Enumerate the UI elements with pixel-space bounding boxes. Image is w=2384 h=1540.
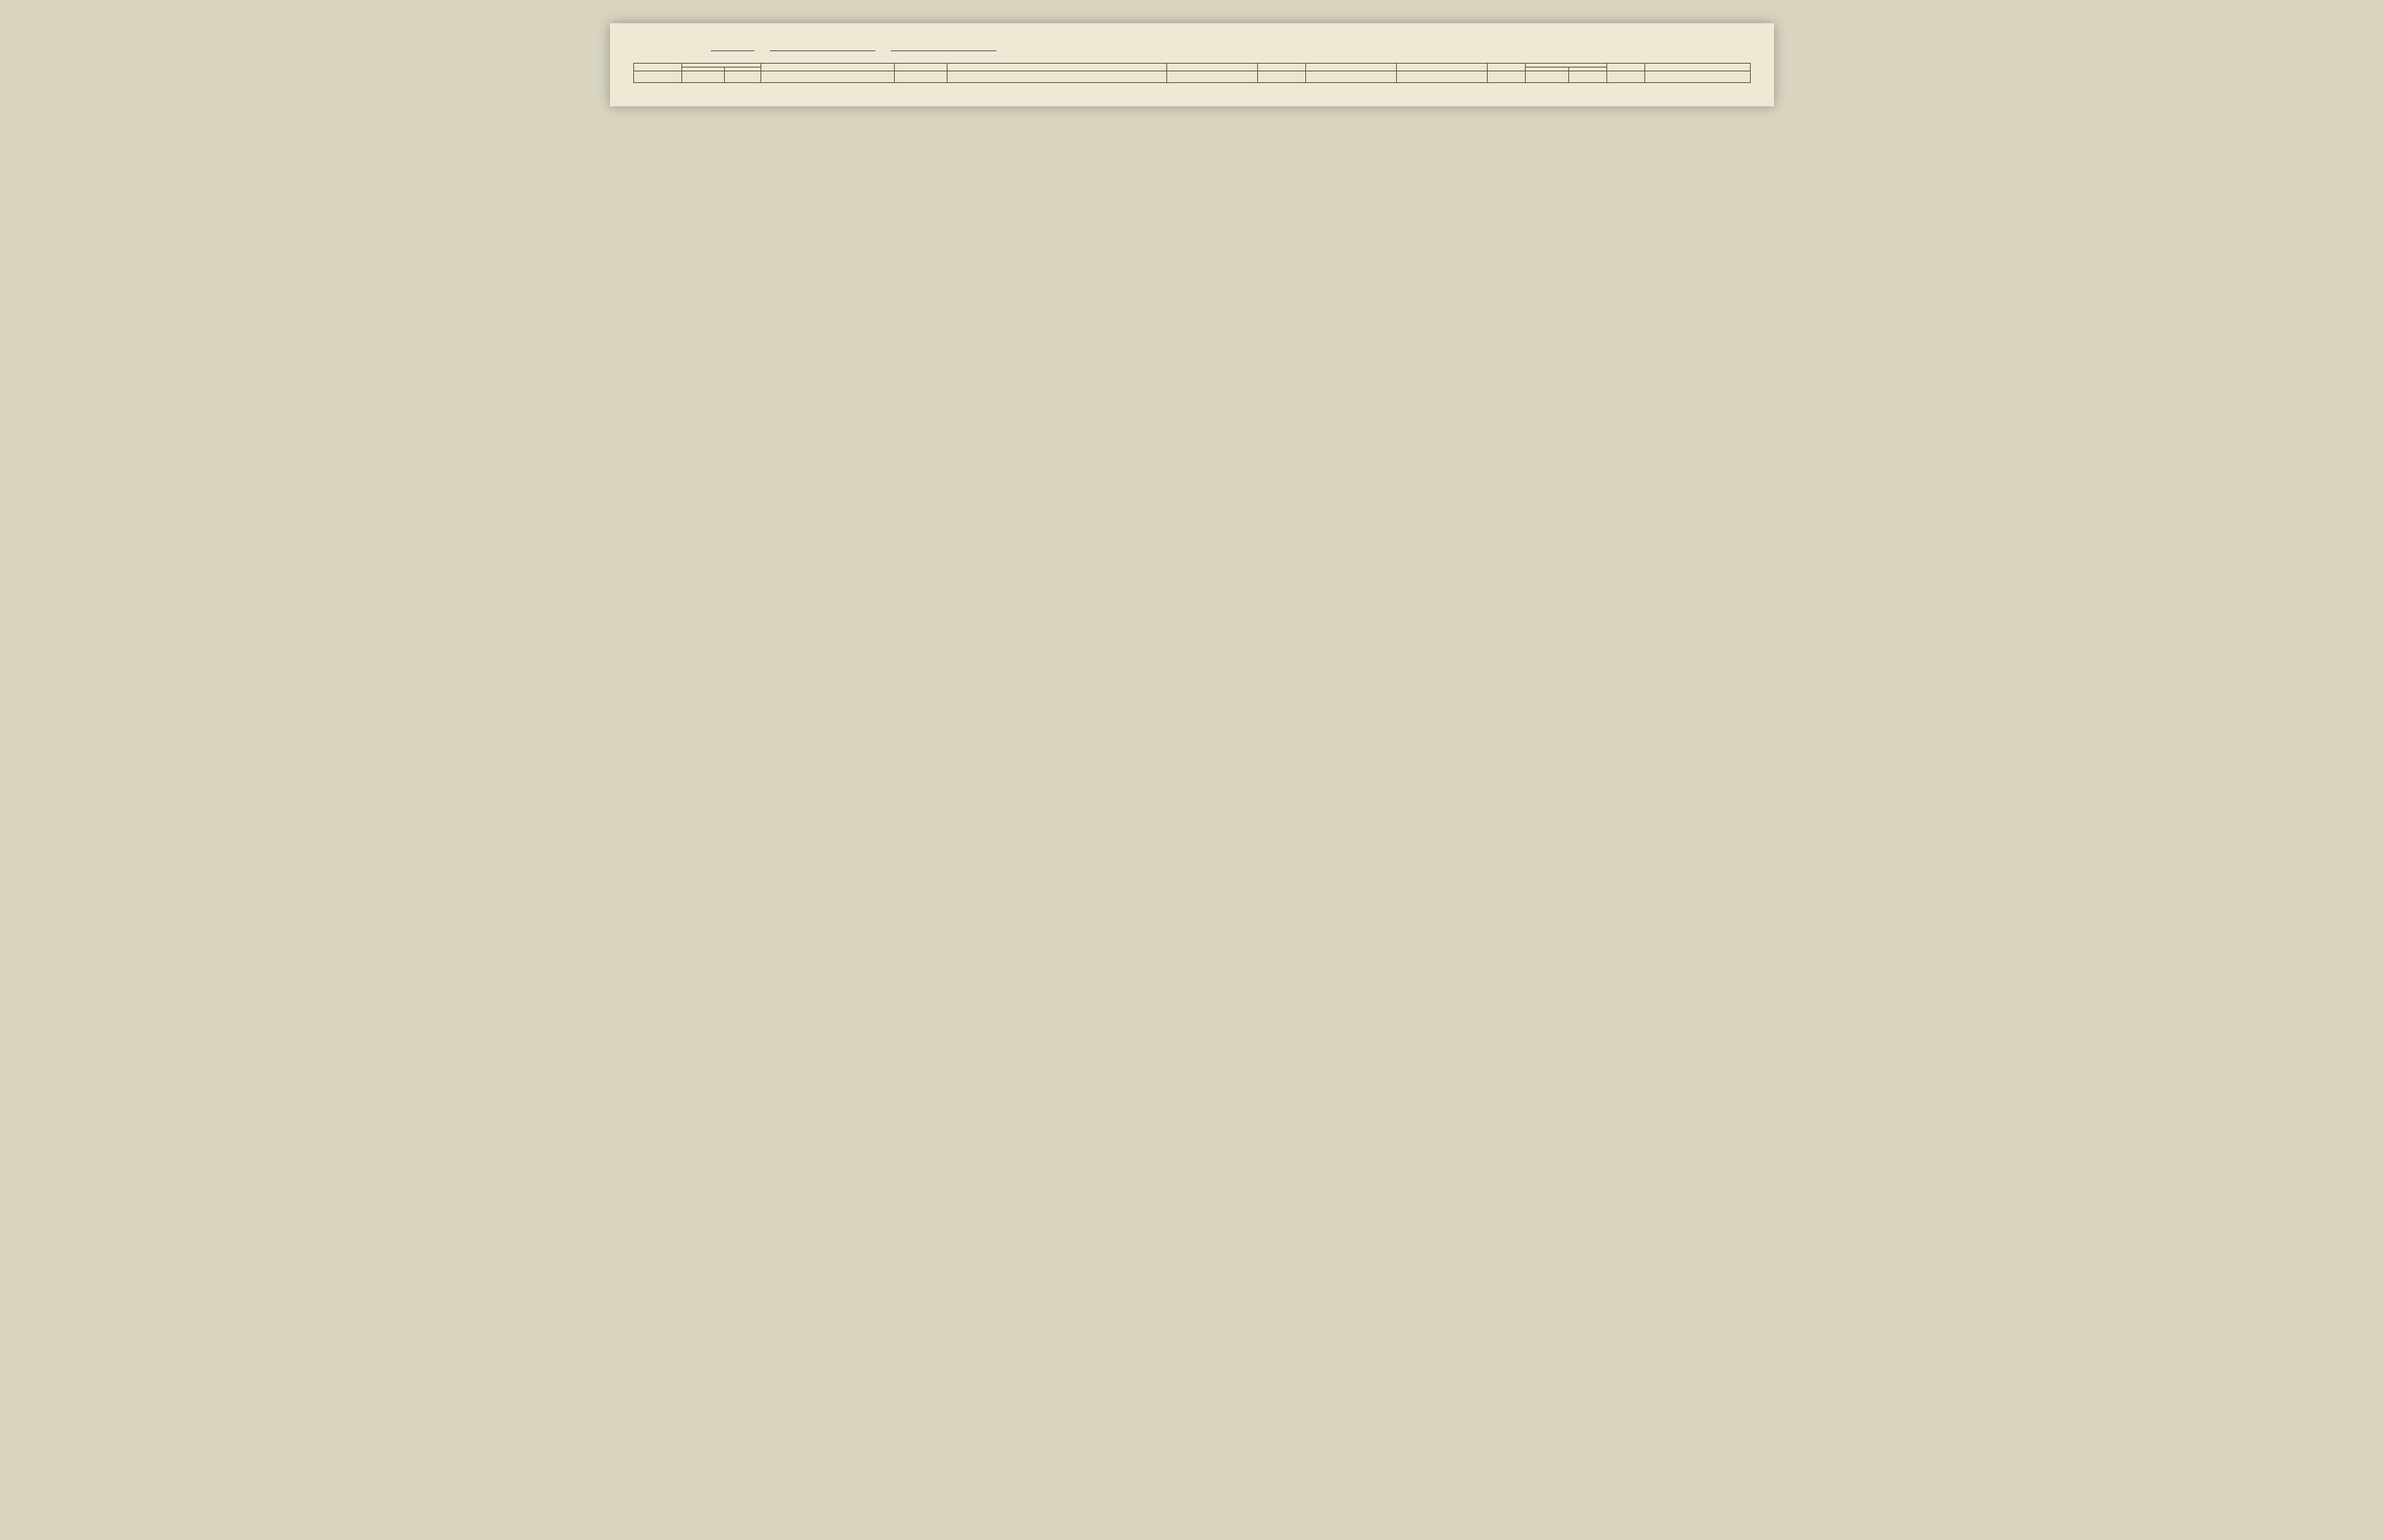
colnum: [725, 71, 761, 83]
colnum: [895, 71, 948, 83]
colnum: [1568, 71, 1606, 83]
col-header: [1306, 64, 1397, 71]
year-suffix: [711, 50, 754, 51]
table-head: [634, 64, 1751, 83]
colnum: [1397, 71, 1488, 83]
column-number-row: [634, 71, 1751, 83]
col-header: [1645, 64, 1751, 71]
colnum: [634, 71, 682, 83]
herred-value: [891, 50, 996, 51]
colnum: [1645, 71, 1751, 83]
col-header: [895, 64, 948, 71]
colnum: [681, 71, 724, 83]
col-header: [948, 64, 1167, 71]
col-header: [1488, 64, 1526, 71]
colnum: [1607, 71, 1645, 83]
register-page: [610, 23, 1774, 106]
col-header: [761, 64, 894, 71]
colnum: [1306, 71, 1397, 83]
col-header: [1397, 64, 1488, 71]
register-table: [633, 63, 1751, 83]
col-header: [1167, 64, 1258, 71]
colnum: [1488, 71, 1526, 83]
colnum: [761, 71, 894, 83]
col-header: [1607, 64, 1645, 71]
title-line: [711, 39, 1751, 55]
col-header: [1258, 64, 1306, 71]
sogn-value: [770, 50, 875, 51]
colnum: [1526, 71, 1568, 83]
col-header: [634, 64, 682, 71]
header: [633, 39, 1751, 55]
colnum: [1167, 71, 1258, 83]
colnum: [1258, 71, 1306, 83]
colnum: [948, 71, 1167, 83]
